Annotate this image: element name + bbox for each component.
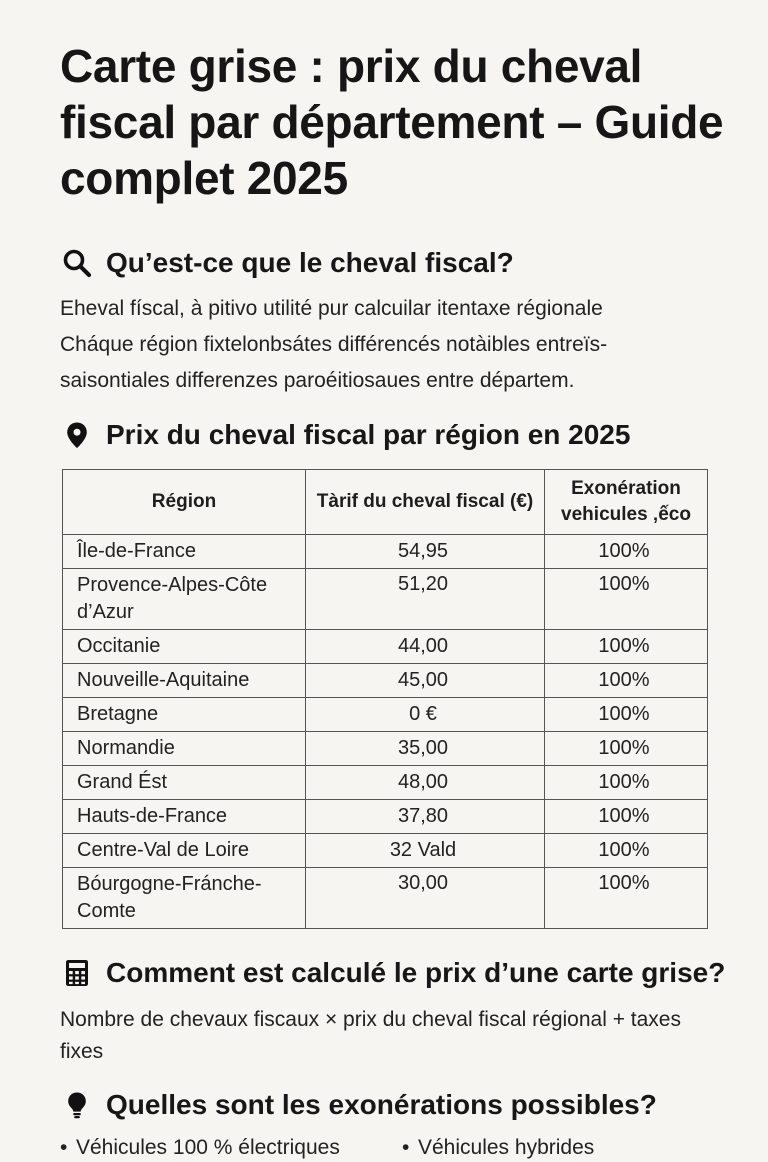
paragraph-line: saisontiales differenzes paroéitiosaues …: [60, 369, 575, 392]
search-icon: [60, 246, 94, 280]
region-cell: Bretagne: [62, 697, 306, 732]
rate-cell: 44,00: [305, 629, 545, 664]
regional-price-table: Région Tàrif du cheval fiscal (€) Exonér…: [62, 469, 708, 932]
region-cell: Bóurgogne-Fránche-Comte: [62, 867, 306, 929]
table-row: Bóurgogne-Fránche-Comte 30,00 100%: [62, 867, 708, 929]
region-cell: Provence-Alpes-Côte d’Azur: [62, 568, 306, 630]
exemption-cell: 100%: [544, 697, 708, 732]
section-heading-text: Comment est calculé le prix d’une carte …: [106, 957, 726, 988]
region-cell: Centre-Val de Loire: [62, 833, 306, 868]
rate-cell: 37,80: [305, 799, 545, 834]
lightbulb-icon: [60, 1088, 94, 1122]
column-header-rate: Tàrif du cheval fiscal (€): [305, 469, 545, 535]
rate-cell: 32 Vald: [305, 833, 545, 868]
rate-cell: 30,00: [305, 867, 545, 929]
exemption-cell: 100%: [544, 833, 708, 868]
region-cell: Hauts-de-France: [62, 799, 306, 834]
table-row: Île-de-France 54,95 100%: [62, 534, 708, 569]
table-row: Bretagne 0 € 100%: [62, 697, 708, 732]
map-pin-icon: [60, 418, 94, 452]
section-heading-calculation: Comment est calculé le prix d’une carte …: [60, 956, 725, 990]
page-title: Carte grise : prix du cheval fiscal par …: [60, 40, 724, 204]
paragraph-line: Cháque région fixtelonbsátes différencés…: [60, 333, 608, 356]
rate-cell: 45,00: [305, 663, 545, 698]
table-row: Occitanie 44,00 100%: [62, 629, 708, 664]
rate-cell: 54,95: [305, 534, 545, 569]
section-heading-text: Qu’est-ce que le cheval fiscal?: [106, 247, 514, 278]
section-heading-what: Qu’est-ce que le cheval fiscal?: [60, 246, 514, 280]
exemption-cell: 100%: [544, 731, 708, 766]
region-cell: Grand Ést: [62, 765, 306, 800]
rate-cell: 48,00: [305, 765, 545, 800]
exemption-cell: 100%: [544, 534, 708, 569]
region-cell: Normandie: [62, 731, 306, 766]
exemption-cell: 100%: [544, 629, 708, 664]
price-formula: Nombre de chevaux fiscaux × prix du chev…: [60, 1008, 681, 1063]
rate-cell: 51,20: [305, 568, 545, 630]
table-row: Normandie 35,00 100%: [62, 731, 708, 766]
list-item: Véhicules hybrides: [402, 1134, 594, 1162]
table-row: Grand Ést 48,00 100%: [62, 765, 708, 800]
section-heading-text: Prix du cheval fiscal par région en 2025: [106, 419, 631, 450]
rate-cell: 35,00: [305, 731, 545, 766]
definition-paragraph: Eheval físcal, à pitivo utilité pur calc…: [60, 291, 710, 399]
paragraph-line: Eheval físcal, à pitivo utilité pur calc…: [60, 297, 603, 320]
section-heading-exemptions: Quelles sont les exonérations possibles?: [60, 1088, 657, 1122]
section-heading-prices: Prix du cheval fiscal par région en 2025: [60, 418, 630, 452]
exemption-cell: 100%: [544, 867, 708, 929]
table-row: Provence-Alpes-Côte d’Azur 51,20 100%: [62, 568, 708, 630]
region-cell: Occitanie: [62, 629, 306, 664]
region-cell: Nouveille-Aquitaine: [62, 663, 306, 698]
table-header-row: Région Tàrif du cheval fiscal (€) Exonér…: [62, 469, 708, 535]
table-row: Nouveille-Aquitaine 45,00 100%: [62, 663, 708, 698]
list-item: Véhicules 100 % électriques: [60, 1134, 340, 1162]
region-cell: Île-de-France: [62, 534, 306, 569]
calculator-icon: [60, 956, 94, 990]
section-heading-text: Quelles sont les exonérations possibles?: [106, 1089, 657, 1120]
exemption-cell: 100%: [544, 568, 708, 630]
exemption-cell: 100%: [544, 663, 708, 698]
price-table: Région Tàrif du cheval fiscal (€) Exonér…: [62, 469, 708, 929]
table-row: Centre-Val de Loire 32 Vald 100%: [62, 833, 708, 868]
column-header-exemption: Exonération vehicules ‚ếco: [544, 469, 708, 535]
rate-cell: 0 €: [305, 697, 545, 732]
column-header-region: Région: [62, 469, 306, 535]
table-row: Hauts-de-France 37,80 100%: [62, 799, 708, 834]
exemption-cell: 100%: [544, 765, 708, 800]
exemption-cell: 100%: [544, 799, 708, 834]
